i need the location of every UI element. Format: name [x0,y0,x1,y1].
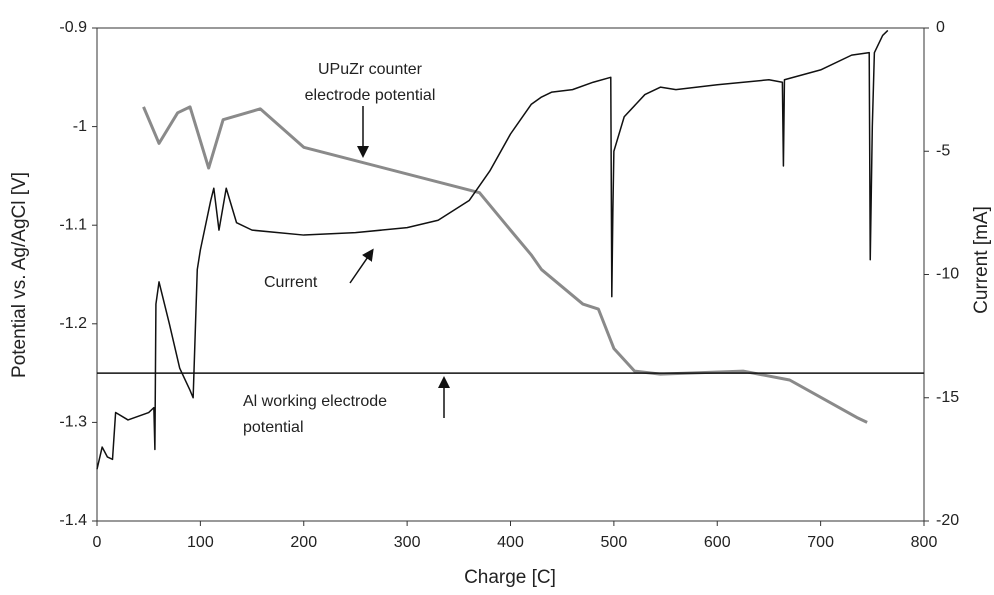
annotation: potential [243,419,304,436]
annotation: UPuZr counter [318,61,423,78]
annotation: Al working electrode [243,393,387,410]
y2-tick-label: -10 [936,266,959,283]
annotation: electrode potential [305,87,436,104]
y2-axis-title: Current [mA] [971,206,992,314]
y-tick-label: -1.2 [59,315,87,332]
y-tick-label: -0.9 [59,19,87,36]
x-tick-label: 400 [497,534,524,551]
x-tick-label: 700 [807,534,834,551]
y-tick-label: -1.4 [59,512,87,529]
arrow [349,248,374,284]
x-tick-label: 100 [187,534,214,551]
y-tick-label: -1.3 [59,414,87,431]
annotation: Current [264,274,318,291]
y2-tick-label: -15 [936,389,959,406]
y2-tick-label: -20 [936,512,959,529]
y2-tick-label: -5 [936,142,950,159]
data-line [142,105,868,424]
x-tick-label: 500 [601,534,628,551]
data-line [96,29,889,470]
y-axis-title: Potential vs. Ag/AgCl [V] [9,172,30,378]
x-tick-label: 200 [290,534,317,551]
x-axis-title: Charge [C] [464,567,556,588]
y2-tick-label: 0 [936,19,945,36]
plot-frame [96,27,925,522]
y-tick-label: -1.1 [59,216,87,233]
y-tick-label: -1 [73,118,87,135]
x-tick-label: 300 [394,534,421,551]
x-tick-label: 0 [93,534,102,551]
x-tick-label: 800 [911,534,938,551]
x-tick-label: 600 [704,534,731,551]
